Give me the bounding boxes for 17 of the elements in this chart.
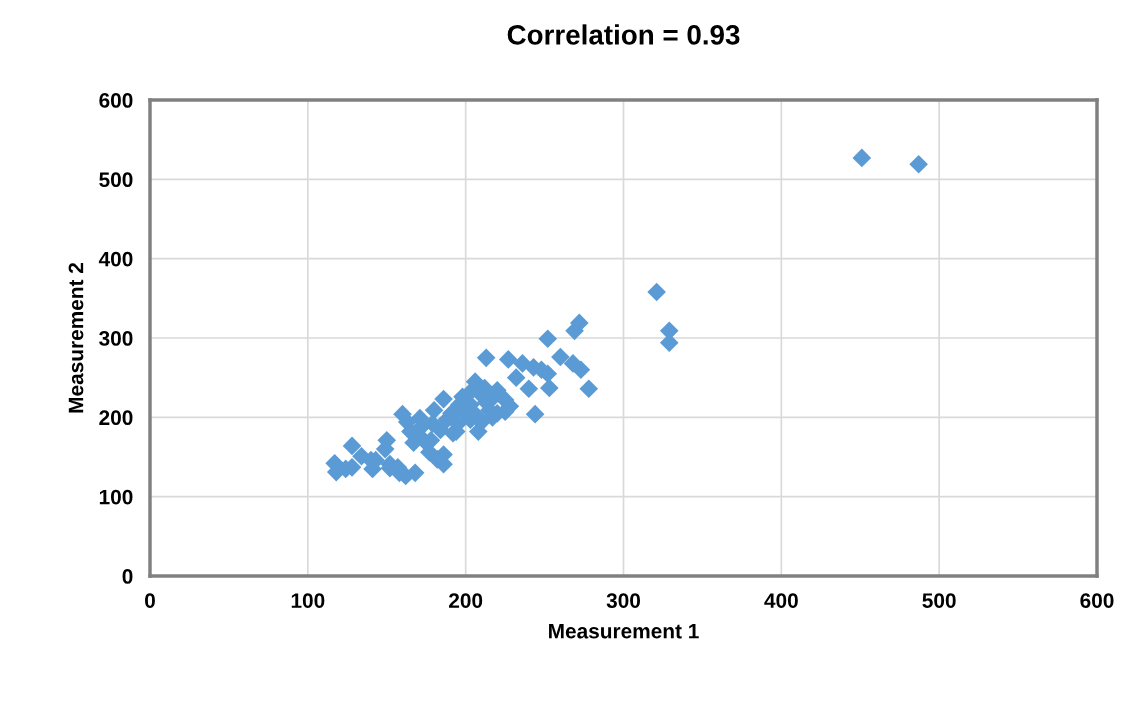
x-tick-label: 600 — [1080, 593, 1114, 608]
chart-title: Correlation = 0.93 — [507, 24, 740, 45]
y-tick-label: 400 — [98, 251, 133, 267]
x-tick-label: 200 — [449, 593, 483, 608]
x-tick-label: 0 — [145, 593, 155, 608]
y-tick-label: 100 — [99, 489, 133, 505]
y-tick-label: 600 — [99, 93, 133, 108]
y-tick-label: 0 — [122, 569, 133, 584]
x-tick-label: 400 — [764, 593, 798, 608]
x-tick-label: 100 — [291, 593, 325, 608]
y-tick-label: 500 — [99, 172, 133, 188]
y-axis-title: Measurement 2 — [68, 262, 84, 413]
y-tick-label: 200 — [99, 410, 133, 426]
y-tick-label: 300 — [99, 331, 133, 346]
x-axis-title: Measurement 1 — [549, 623, 699, 639]
x-tick-label: 300 — [606, 593, 641, 608]
x-tick-label: 500 — [922, 593, 956, 608]
